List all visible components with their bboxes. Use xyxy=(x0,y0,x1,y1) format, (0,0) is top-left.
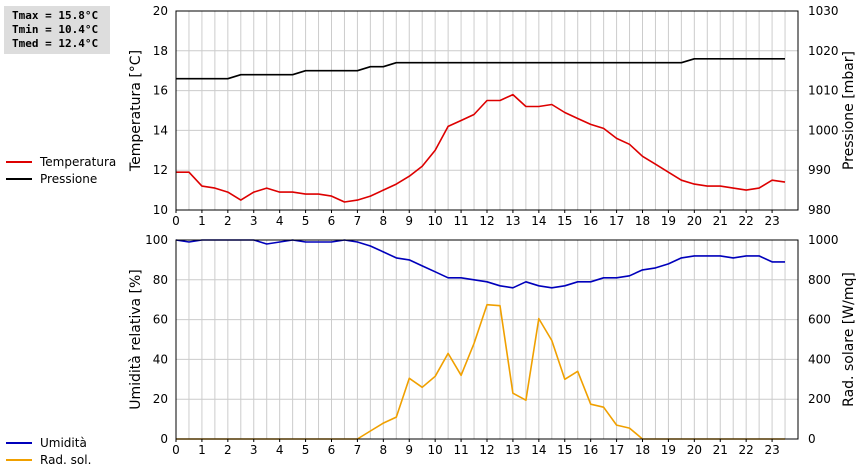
y-tick-label-left: 100 xyxy=(145,233,168,247)
x-tick-label: 8 xyxy=(380,214,388,228)
legend-label-umidita: Umidità xyxy=(40,435,87,450)
series-line-umidit xyxy=(175,239,785,289)
x-tick-label: 3 xyxy=(250,443,258,457)
legend-swatch-pressione xyxy=(6,177,32,180)
x-tick-label: 20 xyxy=(687,214,702,228)
legend-swatch-temperatura xyxy=(6,160,32,163)
x-tick-label: 10 xyxy=(428,214,443,228)
x-tick-label: 7 xyxy=(354,443,362,457)
y-axis-title-left: Umidità relativa [%] xyxy=(128,269,144,410)
x-tick-label: 2 xyxy=(224,443,232,457)
x-tick-label: 19 xyxy=(661,443,676,457)
x-tick-label: 17 xyxy=(609,214,624,228)
y-tick-label-right: 200 xyxy=(808,392,831,406)
y-tick-label-right: 800 xyxy=(808,273,831,287)
x-tick-label: 23 xyxy=(764,443,779,457)
x-tick-label: 1 xyxy=(198,214,206,228)
x-tick-label: 3 xyxy=(250,214,258,228)
x-tick-label: 9 xyxy=(405,214,413,228)
x-tick-label: 5 xyxy=(302,214,310,228)
x-tick-label: 8 xyxy=(380,443,388,457)
x-tick-label: 6 xyxy=(328,214,336,228)
y-tick-label-right: 1000 xyxy=(808,123,839,137)
legend-item-pressione: Pressione xyxy=(6,170,116,187)
x-tick-label: 7 xyxy=(354,214,362,228)
series-line-temperatura xyxy=(176,93,786,203)
x-tick-label: 21 xyxy=(713,214,728,228)
x-tick-label: 13 xyxy=(505,214,520,228)
series-line-pressione xyxy=(176,57,785,80)
x-tick-label: 16 xyxy=(583,443,598,457)
y-tick-label-left: 40 xyxy=(153,352,168,366)
y-tick-label-left: 60 xyxy=(153,313,168,327)
x-tick-label: 15 xyxy=(557,443,572,457)
y-tick-label-left: 80 xyxy=(153,273,168,287)
x-tick-label: 11 xyxy=(453,214,468,228)
x-tick-label: 1 xyxy=(198,443,206,457)
legend-item-temperatura: Temperatura xyxy=(6,153,116,170)
y-axis-title-right: Rad. solare [W/mq] xyxy=(841,272,857,407)
y-tick-label-left: 0 xyxy=(160,432,168,446)
x-tick-label: 18 xyxy=(635,214,650,228)
x-tick-label: 5 xyxy=(302,443,310,457)
x-tick-label: 0 xyxy=(172,443,180,457)
y-axis-title-right: Pressione [mbar] xyxy=(841,51,857,170)
y-tick-label-right: 990 xyxy=(808,163,831,177)
y-tick-label-left: 14 xyxy=(153,123,168,137)
x-tick-label: 12 xyxy=(479,443,494,457)
x-tick-label: 0 xyxy=(172,214,180,228)
y-tick-label-right: 980 xyxy=(808,203,831,217)
y-tick-label-left: 10 xyxy=(153,203,168,217)
y-tick-label-left: 20 xyxy=(153,392,168,406)
chart-panel-0: 0 1 2 3 4 5 6 7 8 9 10 11 12 13 14 15 16 17 18 19 20 21 22 2310… xyxy=(128,4,857,228)
y-tick-label-right: 600 xyxy=(808,313,831,327)
y-tick-label-left: 20 xyxy=(153,4,168,18)
x-tick-label: 12 xyxy=(479,214,494,228)
x-tick-label: 20 xyxy=(687,443,702,457)
y-tick-label-right: 0 xyxy=(808,432,816,446)
chart-panel-1: 0 1 2 3 4 5 6 7 8 9 10 11 12 13 14 15 16 17 18 19 20 21 22 2302… xyxy=(128,233,857,457)
stats-box: Tmax = 15.8°C Tmin = 10.4°C Tmed = 12.4°… xyxy=(4,6,110,54)
legend-label-pressione: Pressione xyxy=(40,171,98,186)
x-tick-label: 19 xyxy=(661,214,676,228)
x-tick-label: 18 xyxy=(635,443,650,457)
y-tick-label-left: 18 xyxy=(153,44,168,58)
y-axis-title-left: Temperatura [°C] xyxy=(128,50,144,172)
x-tick-label: 17 xyxy=(609,443,624,457)
x-tick-label: 10 xyxy=(428,443,443,457)
y-tick-label-left: 12 xyxy=(153,163,168,177)
x-tick-label: 14 xyxy=(531,214,546,228)
y-tick-label-right: 1030 xyxy=(808,4,839,18)
series-line-rad-sol xyxy=(176,303,785,440)
y-tick-label-left: 16 xyxy=(153,84,168,98)
x-tick-label: 11 xyxy=(453,443,468,457)
tmax-text: Tmax = 15.8°C xyxy=(12,9,99,22)
x-tick-label: 22 xyxy=(739,214,754,228)
tmed-text: Tmed = 12.4°C xyxy=(12,37,99,50)
legend-top: Temperatura Pressione xyxy=(6,153,116,187)
y-tick-label-right: 400 xyxy=(808,352,831,366)
x-tick-label: 14 xyxy=(531,443,546,457)
x-tick-label: 4 xyxy=(276,443,284,457)
x-tick-label: 23 xyxy=(764,214,779,228)
y-tick-label-right: 1000 xyxy=(808,233,839,247)
x-tick-label: 9 xyxy=(405,443,413,457)
x-tick-label: 16 xyxy=(583,214,598,228)
legend-label-temperatura: Temperatura xyxy=(40,154,117,169)
x-tick-label: 22 xyxy=(739,443,754,457)
x-tick-label: 4 xyxy=(276,214,284,228)
x-tick-label: 6 xyxy=(328,443,336,457)
legend-swatch-umidita xyxy=(6,441,32,444)
x-tick-label: 15 xyxy=(557,214,572,228)
x-tick-label: 21 xyxy=(713,443,728,457)
legend-item-umidita: Umidità xyxy=(6,434,91,451)
y-tick-label-right: 1020 xyxy=(808,44,839,58)
x-tick-label: 13 xyxy=(505,443,520,457)
x-tick-label: 2 xyxy=(224,214,232,228)
y-tick-label-right: 1010 xyxy=(808,84,839,98)
tmin-text: Tmin = 10.4°C xyxy=(12,23,99,36)
